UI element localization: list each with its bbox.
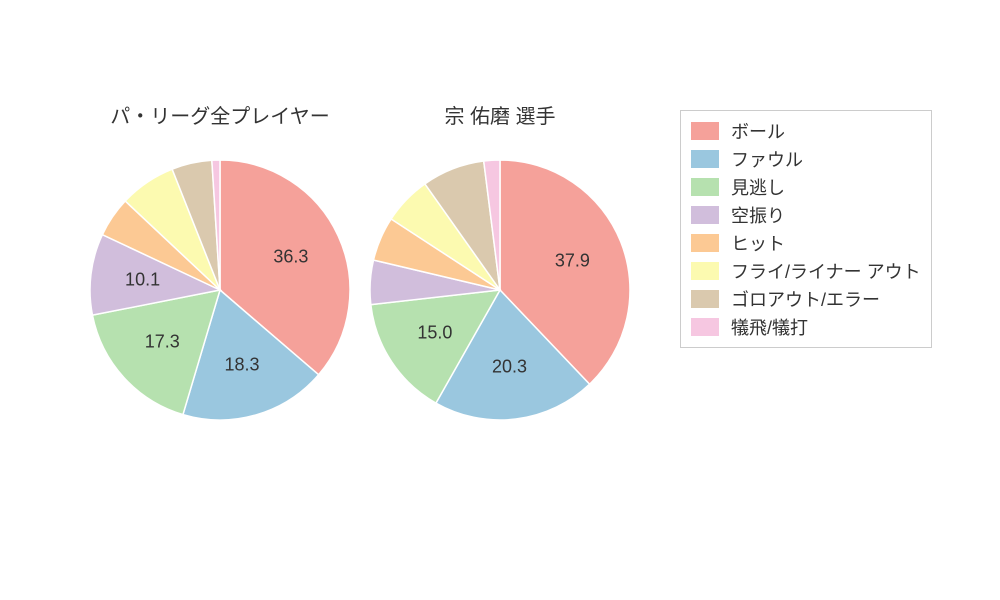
legend-item: 空振り [691,201,921,229]
legend-label: 空振り [731,202,785,228]
legend-label: ボール [731,118,785,144]
legend-item: ヒット [691,229,921,257]
pie-left: 36.3 18.3 17.3 10.1 [90,160,350,420]
legend-item: 犠飛/犠打 [691,313,921,341]
pie-slice-label: 15.0 [417,323,452,344]
legend-swatch [691,178,719,196]
legend-swatch [691,150,719,168]
pie-slice-label: 18.3 [224,354,259,375]
legend: ボールファウル見逃し空振りヒットフライ/ライナー アウトゴロアウト/エラー犠飛/… [680,110,932,348]
pie-slice-label: 20.3 [492,357,527,378]
legend-swatch [691,122,719,140]
pie-right: 37.9 20.3 15.0 [370,160,630,420]
legend-swatch [691,290,719,308]
legend-swatch [691,318,719,336]
legend-item: 見逃し [691,173,921,201]
pie-slice-label: 10.1 [125,270,160,291]
legend-swatch [691,206,719,224]
legend-swatch [691,234,719,252]
legend-item: ゴロアウト/エラー [691,285,921,313]
legend-item: ボール [691,117,921,145]
legend-label: ファウル [731,146,803,172]
pie-slice-label: 37.9 [555,251,590,272]
legend-label: 犠飛/犠打 [731,314,808,340]
chart-container: { "background_color": "#ffffff", "legend… [0,0,1000,600]
pie-slice-label: 36.3 [273,247,308,268]
legend-label: フライ/ライナー アウト [731,258,921,284]
pie-slice-label: 17.3 [145,332,180,353]
legend-label: 見逃し [731,174,785,200]
pie-svg [370,160,630,420]
legend-item: ファウル [691,145,921,173]
pie-title-left: パ・リーグ全プレイヤー [90,100,350,129]
legend-item: フライ/ライナー アウト [691,257,921,285]
legend-label: ゴロアウト/エラー [731,286,880,312]
legend-label: ヒット [731,230,785,256]
pie-title-right: 宗 佑磨 選手 [370,100,630,129]
legend-swatch [691,262,719,280]
